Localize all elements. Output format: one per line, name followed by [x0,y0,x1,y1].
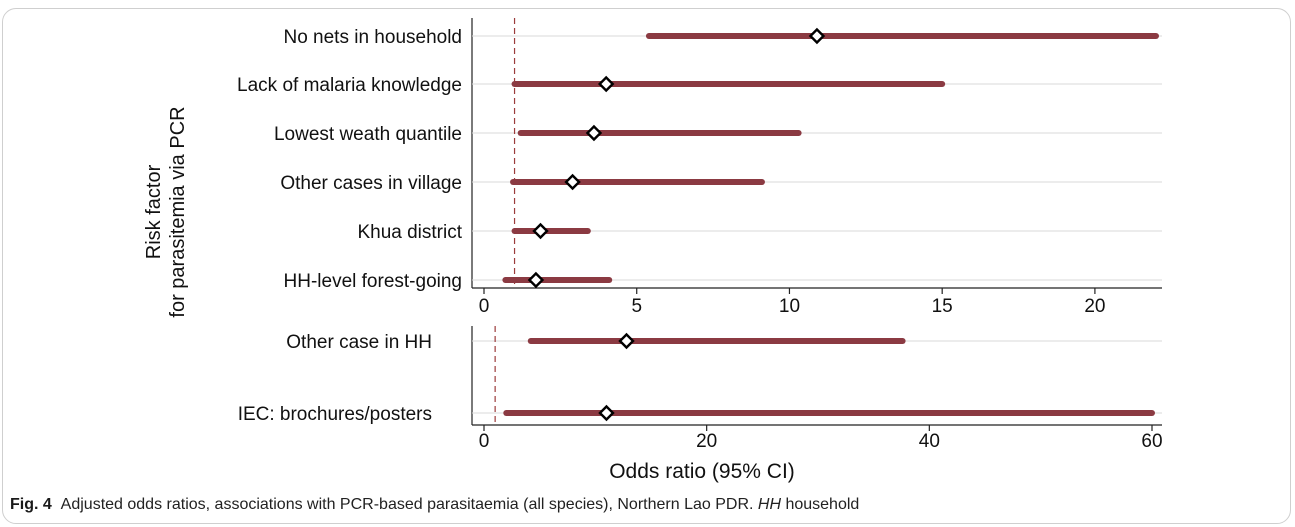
caption-abbr-def: household [785,496,860,513]
figure-frame [2,8,1291,524]
odds-ratio-marker [532,222,549,240]
y-axis-title-line-1: Risk factor [143,164,165,259]
row-label: Lowest weath quantile [274,124,462,145]
x-tick-label: 20 [696,431,717,452]
row-label: IEC: brochures/posters [238,404,432,425]
x-tick-label: 0 [479,431,490,452]
caption-label: Fig. 4 [10,496,52,513]
x-tick-label: 60 [1141,431,1162,452]
x-tick-label: 0 [479,296,490,317]
upper-panel: 0 5 10 15 20 No nets in household Lack of mala… [237,18,1162,317]
row-label: Lack of malaria knowledge [237,75,462,96]
x-tick-label: 40 [919,431,940,452]
odds-ratio-marker [585,124,603,142]
odds-ratio-marker [527,271,545,289]
x-tick-label: 5 [631,296,642,317]
figure-caption: Fig. 4 Adjusted odds ratios, association… [10,496,859,514]
odds-ratio-marker [564,173,581,191]
x-tick-label: 15 [932,296,953,317]
odds-ratio-marker [808,27,826,45]
row-label: Other cases in village [280,173,462,194]
odds-ratio-marker [618,332,635,350]
lower-panel: 0 20 40 60 Other case in HH IEC: brochures/po… [238,326,1163,452]
odds-ratio-marker [598,404,615,422]
row-label: Other case in HH [286,332,432,353]
y-axis-title-line-2: for parasitemia via PCR [167,106,189,317]
x-tick-label: 10 [779,296,800,317]
row-label: No nets in household [283,27,462,48]
x-axis-title: Odds ratio (95% CI) [609,460,795,483]
row-label: HH-level forest-going [284,271,462,292]
odds-ratio-marker [597,75,615,93]
x-tick-label: 20 [1084,296,1105,317]
caption-text: Adjusted odds ratios, associations with … [60,496,754,513]
row-label: Khua district [357,222,462,243]
y-axis-title: Risk factor for parasitemia via PCR [143,106,189,317]
caption-abbr: HH [757,496,781,513]
